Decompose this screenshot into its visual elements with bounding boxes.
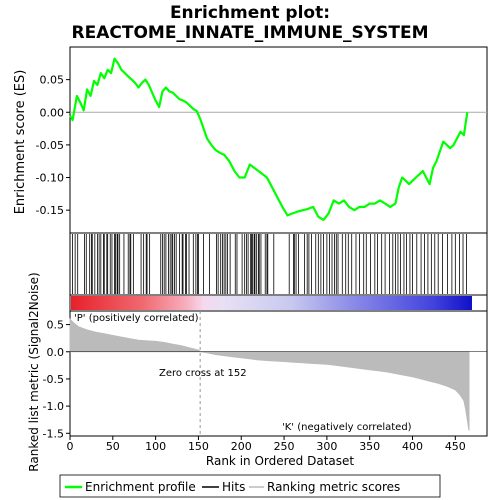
x-tick-label: 400 bbox=[402, 440, 423, 453]
es-panel: 0.05 0.00 -0.05 -0.10 -0.15 Enrichment score… bbox=[13, 46, 488, 234]
legend-enrichment-label: Enrichment profile bbox=[85, 480, 196, 494]
legend-frame bbox=[59, 474, 441, 498]
hit-marks bbox=[72, 234, 467, 294]
es-y-tick-label: 0.00 bbox=[40, 106, 65, 119]
metric-x-ticks: 0 50 100 150 200 250 300 350 400 450 bbox=[67, 436, 466, 453]
rank-color-bar bbox=[69, 294, 488, 312]
title-line-1: Enrichment plot: bbox=[170, 3, 330, 23]
x-axis-label: Rank in Ordered Dataset bbox=[206, 454, 354, 468]
ranking-metric-area bbox=[69, 317, 470, 431]
legend: Enrichment profile Hits Ranking metric s… bbox=[59, 474, 441, 498]
es-y-axis-label: Enrichment score (ES) bbox=[13, 70, 28, 215]
metric-y-axis-label: Ranked list metric (Signal2Noise) bbox=[27, 272, 41, 471]
rank-gradient bbox=[71, 296, 472, 310]
x-tick-label: 200 bbox=[231, 440, 252, 453]
title-line-2: REACTOME_INNATE_IMMUNE_SYSTEM bbox=[72, 23, 429, 43]
metric-y-tick-label: 0.5 bbox=[47, 319, 65, 332]
x-tick-label: 50 bbox=[106, 440, 120, 453]
metric-y-tick-label: 0.0 bbox=[47, 346, 65, 359]
es-y-tick-label: -0.05 bbox=[36, 139, 64, 152]
x-tick-label: 150 bbox=[188, 440, 209, 453]
x-tick-label: 350 bbox=[359, 440, 380, 453]
x-tick-label: 0 bbox=[67, 440, 74, 453]
es-y-ticks: 0.05 0.00 -0.05 -0.10 -0.15 bbox=[36, 74, 70, 217]
legend-hits-label: Hits bbox=[222, 480, 245, 494]
metric-y-ticks: 0.5 0.0 -0.5 -1.0 -1.5 bbox=[43, 319, 70, 440]
metric-y-tick-label: -1.5 bbox=[43, 427, 64, 440]
zero-cross-label: Zero cross at 152 bbox=[159, 368, 247, 379]
es-y-tick-label: 0.05 bbox=[40, 74, 65, 87]
es-y-tick-label: -0.10 bbox=[36, 172, 64, 185]
metric-panel: 0.5 0.0 -0.5 -1.0 -1.5 0 50 100 150 200 250 300 350… bbox=[27, 272, 488, 472]
positive-correlation-label: 'P' (positively correlated) bbox=[74, 313, 199, 324]
x-tick-label: 100 bbox=[145, 440, 166, 453]
enrichment-profile-line bbox=[69, 57, 469, 221]
metric-y-tick-label: -0.5 bbox=[43, 373, 64, 386]
hits-panel bbox=[69, 232, 488, 296]
metric-y-tick-label: -1.0 bbox=[43, 400, 64, 413]
x-tick-label: 250 bbox=[274, 440, 295, 453]
negative-correlation-label: 'K' (negatively correlated) bbox=[282, 422, 412, 433]
es-panel-frame bbox=[69, 46, 488, 234]
x-tick-label: 300 bbox=[316, 440, 337, 453]
es-y-tick-label: -0.15 bbox=[36, 204, 64, 217]
x-tick-label: 450 bbox=[445, 440, 466, 453]
legend-metric-label: Ranking metric scores bbox=[267, 480, 400, 494]
